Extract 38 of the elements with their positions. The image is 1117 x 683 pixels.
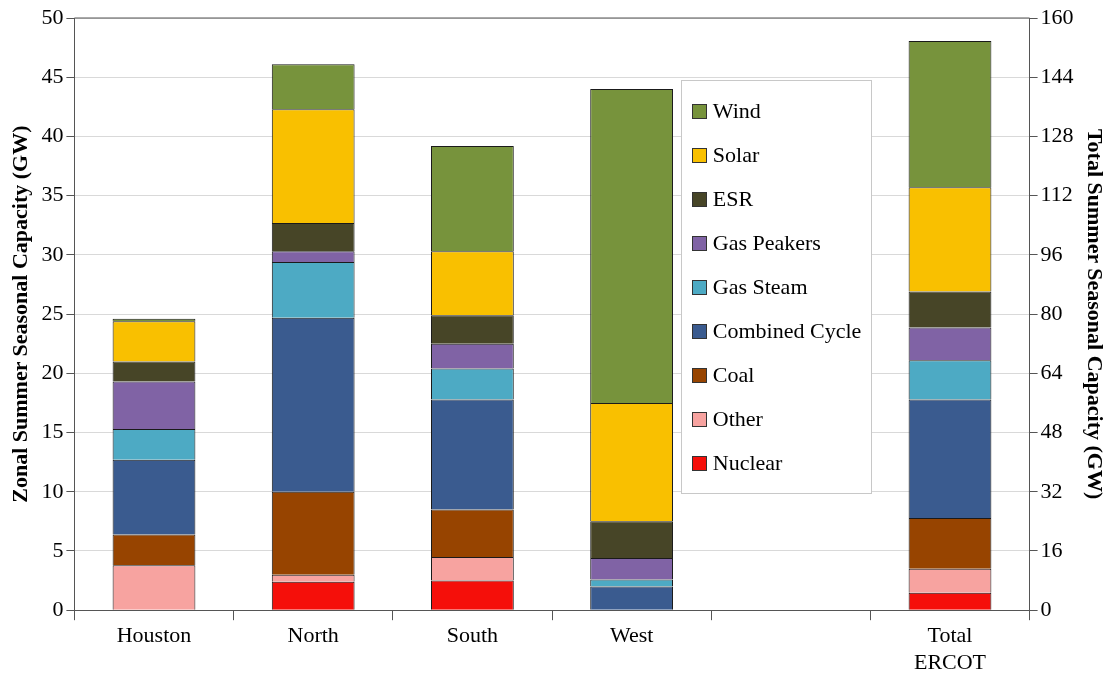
y2-tick-label: 160	[1040, 3, 1074, 29]
x-tick-label: Houston	[116, 622, 192, 648]
legend-label: Nuclear	[712, 450, 783, 476]
legend-label: ESR	[712, 186, 754, 212]
y-tick-label: 25	[41, 299, 64, 325]
y-tick-label: 0	[52, 595, 64, 621]
y2-tick-label: 32	[1040, 477, 1063, 503]
legend-label: Combined Cycle	[712, 318, 862, 344]
x-tick-label: South	[446, 622, 499, 648]
legend-label: Gas Steam	[712, 274, 808, 300]
y2-tick-label: 144	[1040, 63, 1074, 88]
y-tick-label: 35	[41, 181, 64, 207]
legend-label: Other	[712, 406, 763, 432]
y-tick-label: 45	[41, 63, 64, 88]
x-tick-label: Total ERCOT	[913, 622, 987, 674]
y-tick-label: 40	[41, 122, 64, 148]
y-tick-label: 10	[41, 477, 64, 503]
legend-label: Solar	[712, 142, 760, 168]
y2-tick-label: 16	[1040, 536, 1063, 562]
y2-tick-label: 112	[1040, 181, 1073, 207]
legend-label: Coal	[712, 362, 755, 388]
y-tick-label: 30	[41, 240, 64, 266]
y-tick-label: 5	[52, 536, 64, 562]
y-tick-label: 50	[41, 3, 64, 29]
y2-tick-label: 48	[1040, 418, 1063, 444]
y2-tick-label: 0	[1040, 595, 1052, 621]
legend-label: Wind	[712, 98, 761, 124]
legend-label: Gas Peakers	[712, 230, 821, 256]
y2-axis-title: Total Summer Seasonal Capacity (GW)	[1083, 128, 1109, 500]
y-tick-label: 20	[41, 359, 64, 385]
y2-tick-label: 64	[1040, 359, 1063, 385]
y2-tick-label: 96	[1040, 240, 1063, 266]
x-tick-label: West	[609, 622, 654, 648]
y-axis-title: Zonal Summer Seasonal Capacity (GW)	[6, 125, 32, 503]
y-tick-label: 15	[41, 418, 64, 444]
y2-tick-label: 80	[1040, 299, 1063, 325]
y2-tick-label: 128	[1040, 122, 1074, 148]
x-tick-label: North	[287, 622, 339, 648]
